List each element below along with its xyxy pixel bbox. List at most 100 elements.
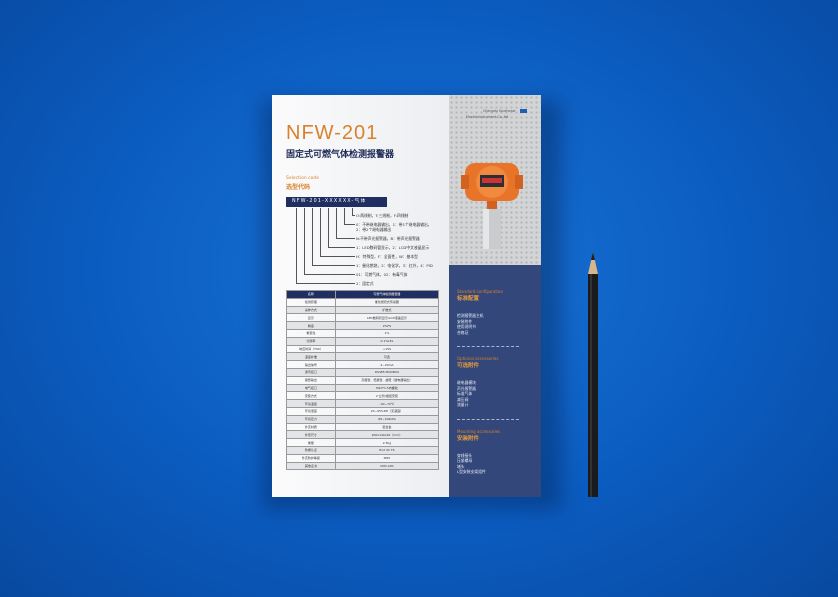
accessory-item: 穿线接头 — [457, 452, 473, 458]
section-items: 检测报警器主机 安装附件 使用说明书 合格证 — [457, 313, 484, 335]
section-items: 继电器模块 声光报警器 标准气体 减压阀 流量计 — [457, 380, 476, 408]
company-line: Chengdu Southeast — [483, 109, 516, 113]
accessory-item: 减压阀 — [457, 396, 469, 402]
section-title-cn: 安装附件 — [457, 435, 480, 442]
connector-line — [320, 256, 355, 257]
section-title-cn: 可选附件 — [457, 363, 480, 369]
option-item: 0：不带继电器输出，1：带1个继电器输出， — [356, 222, 432, 227]
connector-line — [336, 208, 337, 238]
connector-line — [344, 224, 355, 225]
accessory-item: 安装附件 — [457, 318, 473, 324]
spec-value: 0.1%LEL — [334, 336, 440, 346]
section-title-en: Mounting accessories — [457, 428, 501, 434]
spec-name: 环境湿度 — [286, 406, 336, 416]
spec-value: 可选 — [334, 352, 440, 362]
brochure: NFW-201 固定式可燃气体检测报警器 Selection code 选型代码… — [272, 95, 541, 497]
table-row: 环境湿度 20~95%RH（无凝露） — [286, 406, 440, 416]
spec-value: 200x140x92（mm） — [334, 430, 440, 440]
left-page: NFW-201 固定式可燃气体检测报警器 Selection code 选型代码… — [272, 95, 449, 497]
accessories-panel: Standard configuration 标准配置 检测报警器主机 安装附件 使用说… — [449, 265, 541, 497]
spec-table: 名称 可燃气体检测报警器 检测原理 催化燃烧式传感器 采样方式 扩散式 显示 LED数码管显… — [286, 290, 440, 471]
option-item: 2：固定式 — [356, 281, 374, 286]
spec-value: RS485 MODBUS — [334, 367, 440, 377]
section-items: 穿线接头 压紧螺母 堵头 L型安装支架组件 — [457, 453, 486, 475]
option-item: N:不带声光报警器，B：带声光报警器 — [356, 236, 420, 241]
spec-value: LED数码管显示/LCD液晶显示 — [334, 313, 440, 323]
table-row: 响应时间（T90） <15S — [286, 344, 440, 354]
spec-value: 2″立管/壁挂安装 — [334, 391, 440, 401]
table-row: 环境温度 -40~70℃ — [286, 399, 440, 408]
table-row: 外壳防护等级 IP65 — [286, 453, 440, 463]
spec-value: Exd IIC T6 — [334, 445, 440, 455]
spec-value: <15S — [334, 344, 440, 354]
spec-value: 铝合金 — [334, 422, 440, 432]
accessory-item: 压紧螺母 — [457, 458, 473, 463]
table-row: 输出信号 4~20mA — [286, 360, 440, 369]
table-header: 名称 可燃气体检测报警器 — [286, 290, 440, 299]
table-row: 显示 LED数码管显示/LCD液晶显示 — [286, 313, 440, 323]
option-item: O:两线制，T:三线制，F:四线制 — [356, 213, 409, 218]
spec-value: IP65 — [334, 453, 440, 463]
connector-line — [296, 208, 297, 283]
section-title-cn: 标准配置 — [457, 296, 480, 302]
connector-line — [328, 208, 329, 247]
spec-name: 外壳防护等级 — [286, 453, 336, 463]
spec-name: 电气接口 — [286, 383, 336, 393]
connector-line — [296, 283, 355, 284]
section-title-en: Optional accessories — [457, 356, 499, 361]
spec-name: 安装方式 — [286, 391, 336, 401]
table-row: 电气接口 M20*1.5内螺纹 — [286, 383, 440, 393]
spec-name: 外形尺寸 — [286, 430, 336, 440]
table-row: 采样方式 扩散式 — [286, 305, 440, 315]
selection-code-cn: 选型代码 — [286, 184, 311, 191]
spec-name: 外壳材质 — [286, 422, 336, 432]
spec-name: 分辨率 — [286, 336, 336, 346]
divider — [457, 346, 519, 347]
spec-name: 防爆认证 — [286, 445, 336, 455]
connector-line — [312, 208, 313, 265]
pencil — [588, 252, 598, 497]
gas-detector-image — [461, 163, 523, 249]
spec-name: 精度 — [286, 321, 336, 330]
table-row: 温度补偿 可选 — [286, 352, 440, 362]
spec-value: 扩散式 — [334, 305, 440, 315]
connector-line — [336, 238, 355, 239]
accessory-item: L型安装支架组件 — [457, 469, 486, 474]
table-row: 精度 2%FS — [286, 321, 440, 330]
company-line: Electricinstrument Co.,ltd — [466, 115, 509, 119]
spec-name: 报警输出 — [286, 375, 336, 385]
option-item: 1：催化燃烧，2：电化学，3：红外，4：PID — [356, 263, 433, 268]
connector-line — [312, 265, 355, 266]
spec-value: CMC,CPA — [334, 461, 440, 471]
option-item: 01：可燃气体，02：有毒气体 — [356, 272, 408, 277]
spec-name: 环境温度 — [286, 399, 336, 408]
option-item: 1：LED数码管显示，2：LCD中文液晶显示 — [356, 245, 430, 250]
connector-line — [352, 208, 353, 215]
table-row: 分辨率 0.1%LEL — [286, 336, 440, 346]
right-panel: Chengdu Southeast Electricinstrument Co.… — [449, 95, 541, 497]
accessory-item: 堵头 — [457, 463, 465, 469]
spec-name: 显示 — [286, 313, 336, 323]
table-row: 环境压力 86~106kPa — [286, 414, 440, 424]
selection-code-en: Selection code — [286, 176, 320, 181]
pattern-area: Chengdu Southeast Electricinstrument Co.… — [449, 95, 541, 265]
spec-value: 4~20mA — [334, 360, 440, 369]
spec-value: 高报警、低报警、故障（继电器输出） — [334, 375, 440, 385]
connector-line — [344, 208, 345, 224]
section-title-en: Standard configuration — [457, 289, 504, 294]
accessory-item: 使用说明书 — [457, 324, 476, 329]
table-row: 其他证书 CMC,CPA — [286, 461, 440, 471]
spec-name: 通讯接口 — [286, 367, 336, 377]
spec-name: 重复性 — [286, 328, 336, 338]
spec-name: 采样方式 — [286, 305, 336, 315]
connector-line — [352, 215, 355, 216]
spec-value: 2%FS — [334, 321, 440, 330]
accessory-item: 检测报警器主机 — [457, 313, 484, 318]
spec-name: 其他证书 — [286, 461, 336, 471]
table-row: 外壳材质 铝合金 — [286, 422, 440, 432]
spec-name: 温度补偿 — [286, 352, 336, 362]
connector-line — [320, 208, 321, 256]
spec-name: 重量 — [286, 438, 336, 447]
connector-line — [304, 274, 355, 275]
option-item: H：特殊型，F：全面性，W：基本型 — [356, 254, 418, 259]
